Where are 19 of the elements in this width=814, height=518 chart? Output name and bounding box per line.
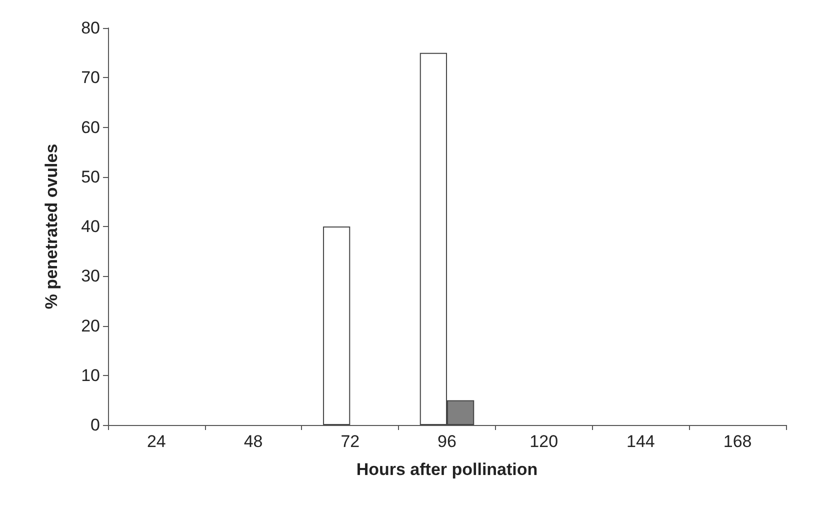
x-tick-label: 144 — [626, 432, 655, 451]
y-tick-label: 0 — [90, 416, 100, 434]
y-tick-label: 60 — [81, 118, 100, 137]
x-tick-label: 120 — [530, 432, 558, 451]
x-tick-label: 24 — [146, 432, 166, 451]
x-axis-title: Hours after pollination — [356, 460, 538, 479]
x-tick-label: 168 — [723, 432, 752, 451]
x-tick-label: 96 — [438, 432, 456, 451]
y-tick-label: 70 — [81, 68, 100, 88]
x-tick-label: 48 — [244, 432, 263, 451]
bar — [323, 226, 350, 425]
y-tick-label: 10 — [81, 366, 100, 385]
y-tick-label: 30 — [81, 266, 100, 286]
y-tick-label: 50 — [81, 167, 100, 186]
y-tick-label: 80 — [81, 18, 100, 38]
x-tick-label: 72 — [340, 432, 360, 451]
y-tick-label: 40 — [81, 217, 100, 236]
y-tick-label: 20 — [81, 316, 100, 336]
y-axis-title: % penetrated ovules — [42, 144, 61, 310]
